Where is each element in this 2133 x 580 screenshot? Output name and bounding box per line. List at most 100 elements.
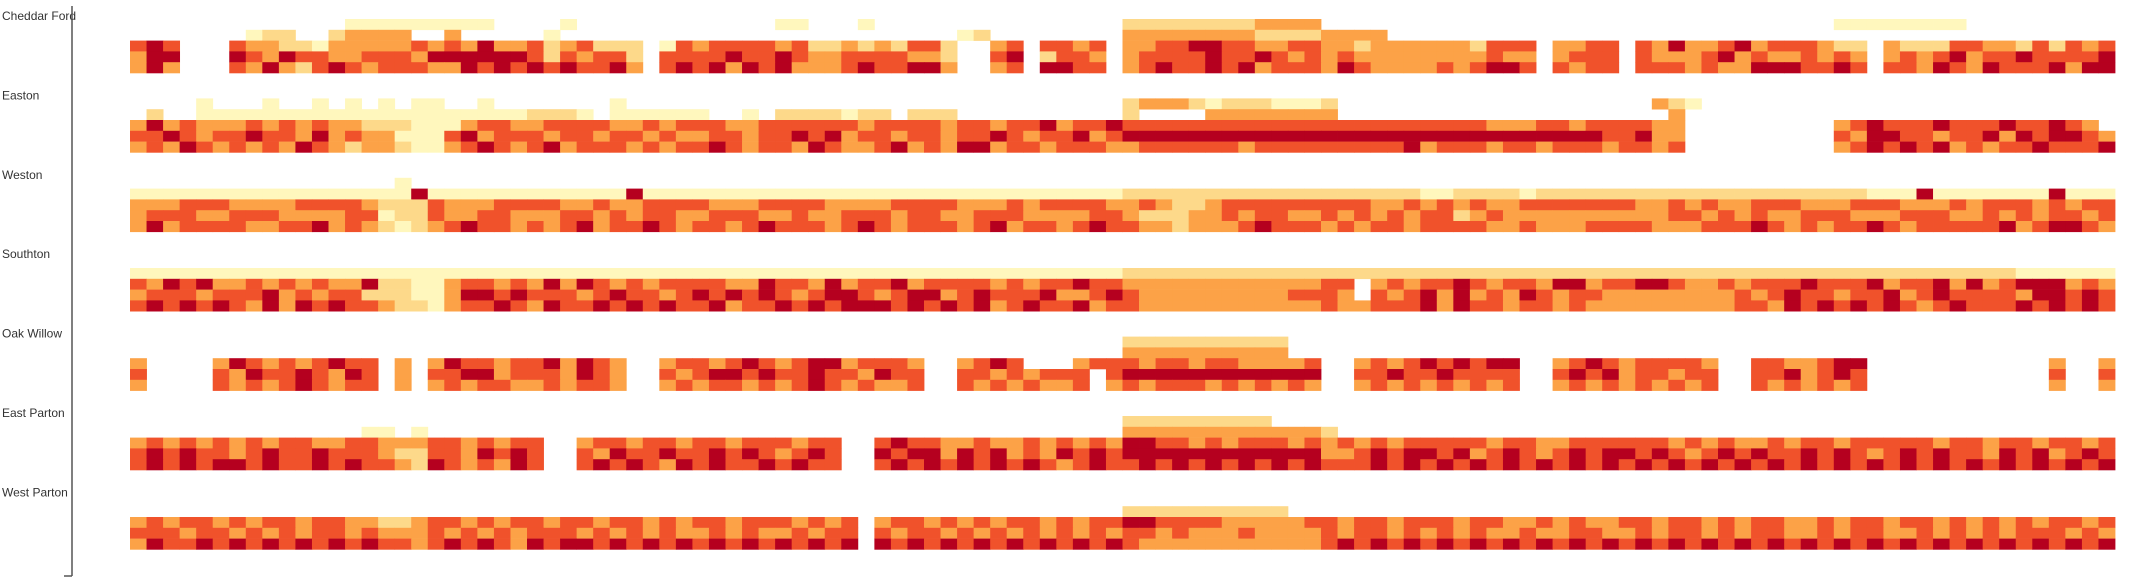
- heatmap-cell: [1205, 517, 1223, 529]
- heatmap-cell: [345, 221, 362, 233]
- heatmap-cell: [345, 130, 362, 142]
- heatmap-cell: [973, 199, 991, 211]
- heatmap-cell: [1453, 51, 1471, 63]
- heatmap-cell: [1833, 19, 1851, 31]
- heatmap-cell: [1254, 459, 1272, 471]
- heatmap-cell: [973, 268, 991, 280]
- heatmap-cell: [1569, 379, 1587, 391]
- heatmap-cell: [675, 109, 693, 121]
- heatmap-cell: [1933, 268, 1950, 280]
- heatmap-cell: [1453, 289, 1471, 301]
- heatmap-cell: [841, 51, 859, 63]
- heatmap-cell: [543, 300, 561, 312]
- heatmap-cell: [1552, 437, 1570, 449]
- heatmap-cell: [775, 62, 793, 74]
- heatmap-cell: [659, 109, 677, 121]
- heatmap-cell: [742, 188, 759, 200]
- heatmap-cell: [1618, 188, 1636, 200]
- heatmap-cell: [907, 221, 925, 233]
- heatmap-cell: [1023, 379, 1041, 391]
- heatmap-cell: [1486, 527, 1504, 539]
- heatmap-cell: [1387, 289, 1405, 301]
- heatmap-cell: [1420, 278, 1438, 290]
- heatmap-cell: [1949, 278, 1967, 290]
- heatmap-cell: [229, 538, 247, 550]
- heatmap-cell: [1767, 210, 1785, 222]
- heatmap-cell: [1436, 210, 1454, 222]
- heatmap-cell: [295, 448, 313, 460]
- heatmap-cell: [841, 188, 859, 200]
- heatmap-cell: [444, 379, 462, 391]
- heatmap-cell: [427, 379, 445, 391]
- heatmap-cell: [692, 369, 710, 381]
- heatmap-cell: [874, 448, 892, 460]
- heatmap-cell: [1221, 300, 1239, 312]
- heatmap-cell: [1238, 210, 1256, 222]
- heatmap-cell: [1949, 199, 1967, 211]
- heatmap-cell: [278, 199, 296, 211]
- heatmap-cell: [1536, 527, 1553, 539]
- heatmap-cell: [907, 379, 925, 391]
- heatmap-cell: [1205, 300, 1223, 312]
- heatmap-cell: [1337, 29, 1355, 41]
- heatmap-cell: [1287, 141, 1305, 153]
- heatmap-cell: [841, 210, 859, 222]
- heatmap-cell: [874, 120, 892, 132]
- heatmap-cell: [411, 437, 429, 449]
- heatmap-cell: [146, 40, 164, 52]
- heatmap-cell: [1949, 141, 1967, 153]
- heatmap-cell: [1172, 19, 1190, 31]
- heatmap-cell: [675, 199, 693, 211]
- heatmap-cell: [1519, 268, 1537, 280]
- heatmap-cell: [1238, 379, 1256, 391]
- heatmap-cell: [493, 379, 511, 391]
- heatmap-cell: [841, 538, 859, 550]
- heatmap-cell: [2048, 188, 2066, 200]
- heatmap-cell: [990, 278, 1008, 290]
- heatmap-cell: [1370, 268, 1388, 280]
- heatmap-cell: [990, 62, 1008, 74]
- heatmap-cell: [1767, 62, 1785, 74]
- heatmap-cell: [1122, 120, 1140, 132]
- heatmap-cell: [444, 199, 462, 211]
- heatmap-cell: [1519, 517, 1537, 529]
- heatmap-cell: [1519, 141, 1537, 153]
- heatmap-cell: [477, 199, 495, 211]
- heatmap-cell: [1420, 51, 1438, 63]
- heatmap-cell: [1155, 289, 1173, 301]
- heatmap-cell: [593, 40, 611, 52]
- heatmap-cell: [163, 130, 181, 142]
- heatmap-cell: [758, 221, 776, 233]
- heatmap-cell: [361, 358, 379, 370]
- heatmap-cell: [708, 437, 726, 449]
- heatmap-cell: [1899, 199, 1917, 211]
- heatmap-cell: [675, 358, 693, 370]
- heatmap-cell: [378, 40, 396, 52]
- heatmap-cell: [1188, 221, 1206, 233]
- heatmap-cell: [229, 40, 247, 52]
- heatmap-cell: [1734, 448, 1752, 460]
- heatmap-cell: [1155, 336, 1173, 348]
- heatmap-cell: [229, 188, 247, 200]
- heatmap-cell: [874, 278, 892, 290]
- heatmap-cell: [659, 289, 677, 301]
- heatmap-cell: [742, 62, 759, 74]
- heatmap-cell: [1800, 437, 1818, 449]
- heatmap-cell: [791, 109, 809, 121]
- heatmap-cell: [1354, 141, 1372, 153]
- heatmap-cell: [345, 369, 362, 381]
- heatmap-cell: [1519, 448, 1537, 460]
- heatmap-cell: [725, 527, 743, 539]
- heatmap-cell: [1602, 527, 1620, 539]
- heatmap-cell: [1668, 130, 1686, 142]
- heatmap-cell: [841, 289, 859, 301]
- heatmap-cell: [742, 109, 759, 121]
- heatmap-cell: [2032, 40, 2050, 52]
- heatmap-cell: [2098, 369, 2116, 381]
- heatmap-cell: [1519, 459, 1537, 471]
- heatmap-cell: [1502, 141, 1520, 153]
- heatmap-cell: [1287, 426, 1305, 438]
- heatmap-cell: [1205, 459, 1223, 471]
- heatmap-cell: [973, 29, 991, 41]
- heatmap-cell: [1271, 19, 1289, 31]
